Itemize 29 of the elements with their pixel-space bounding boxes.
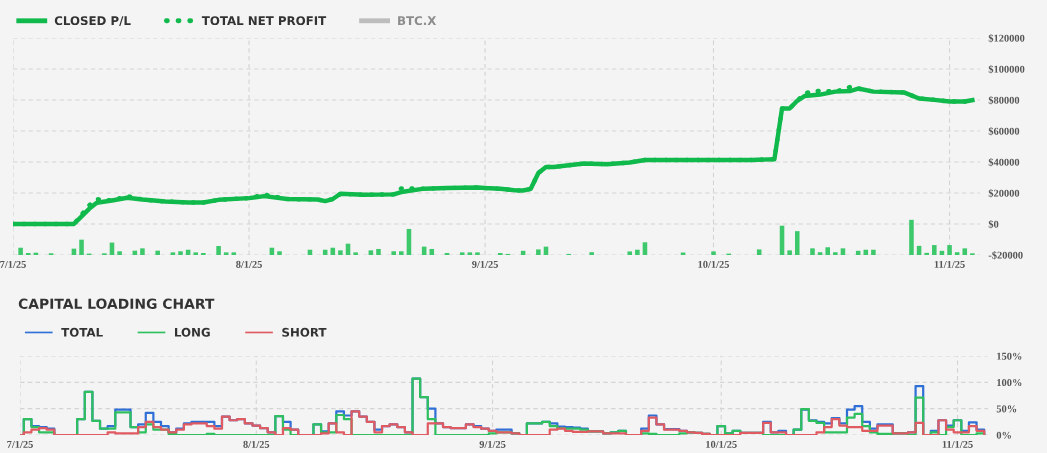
y-tick-label: $100000 <box>988 65 1025 74</box>
x-tick-label: 10/1/25 <box>698 260 730 268</box>
y-tick-label: $40000 <box>988 158 1020 167</box>
y-tick-label: 100% <box>997 379 1022 387</box>
x-tick-label: 7/1/25 <box>0 260 26 268</box>
x-tick-label: 9/1/25 <box>479 440 506 448</box>
y-tick-label: -$20000 <box>988 251 1023 260</box>
x-tick-label: 7/1/25 <box>7 440 33 448</box>
y-tick-label: $120000 <box>988 34 1025 43</box>
y-tick-label: $0 <box>988 220 999 229</box>
legend-label: TOTAL <box>61 327 103 337</box>
x-tick-label: 8/1/25 <box>236 260 262 268</box>
x-tick-label: 10/1/25 <box>706 440 737 448</box>
x-tick-label: 9/1/25 <box>472 260 499 268</box>
legend-label: SHORT <box>282 327 327 337</box>
y-tick-label: $80000 <box>988 96 1020 105</box>
x-tick-label: 8/1/25 <box>243 440 270 448</box>
legend-label: TOTAL NET PROFIT <box>201 16 327 26</box>
x-tick-label: 11/1/25 <box>942 440 973 448</box>
legend-label: CLOSED P/L <box>54 16 131 27</box>
legend-label: LONG <box>175 327 210 337</box>
legend-label: BTC.X <box>398 16 437 26</box>
chart-title: CAPITAL LOADING CHART <box>18 298 215 309</box>
y-tick-label: 0% <box>996 431 1011 439</box>
y-tick-label: $60000 <box>988 127 1020 136</box>
y-tick-label: $20000 <box>988 189 1020 198</box>
x-tick-label: 11/1/25 <box>934 260 965 268</box>
y-tick-label: 150% <box>997 352 1022 360</box>
y-tick-label: 50% <box>996 405 1017 413</box>
